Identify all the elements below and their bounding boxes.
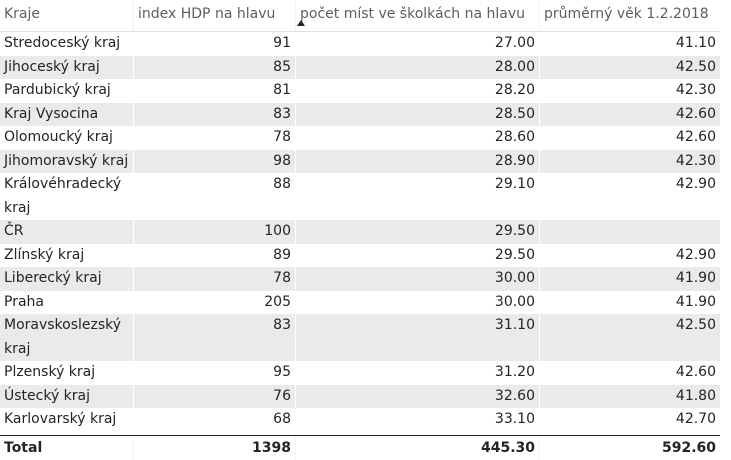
table-row[interactable]: ČR 100 29.50 <box>0 220 720 244</box>
cell-kraj: Stredoceský kraj <box>4 35 121 51</box>
cell-skolky: 29.50 <box>295 243 539 267</box>
cell-hdp: 100 <box>133 220 295 244</box>
cell-vek: 42.60 <box>539 126 720 150</box>
cell-kraj: Praha <box>4 293 44 310</box>
table-row[interactable]: Kraj Vysocina 83 28.50 42.60 <box>0 102 720 126</box>
table-row[interactable]: Královéhradecký kraj 88 29.10 42.90 <box>0 173 720 220</box>
cell-hdp: 78 <box>133 267 295 291</box>
cell-skolky: 30.00 <box>295 267 539 291</box>
table-row[interactable]: Moravskoslezský kraj 83 31.10 42.50 <box>0 314 720 361</box>
table-row[interactable]: Karlovarský kraj 68 33.10 42.70 <box>0 408 720 432</box>
cell-hdp: 85 <box>133 55 295 79</box>
table-row[interactable]: Jihoceský kraj 85 28.00 42.50 <box>0 55 720 79</box>
cell-skolky: 28.60 <box>295 126 539 150</box>
cell-vek: 42.30 <box>539 149 720 173</box>
cell-hdp: 78 <box>133 126 295 150</box>
cell-kraj: Plzenský kraj <box>4 364 96 380</box>
cell-skolky: 33.10 <box>295 408 539 432</box>
cell-vek: 42.30 <box>539 79 720 103</box>
column-header-skolky[interactable]: počet míst ve školkách na hlavu <box>295 0 539 31</box>
table-row[interactable]: Olomoucký kraj 78 28.60 42.60 <box>0 126 720 150</box>
cell-kraj: Kraj Vysocina <box>4 105 99 122</box>
table-row[interactable]: Pardubický kraj 81 28.20 42.30 <box>0 79 720 103</box>
cell-vek: 41.90 <box>539 290 720 314</box>
total-row: Total 1398 445.30 592.60 <box>0 434 720 460</box>
table-row[interactable]: Liberecký kraj 78 30.00 41.90 <box>0 267 720 291</box>
cell-hdp: 91 <box>133 32 295 56</box>
cell-kraj: ČR <box>4 223 24 239</box>
table-row[interactable]: Zlínský kraj 89 29.50 42.90 <box>0 243 720 267</box>
cell-kraj: Jihomoravský kraj <box>4 152 129 169</box>
cell-vek: 42.70 <box>539 408 720 432</box>
cell-skolky: 30.00 <box>295 290 539 314</box>
sort-ascending-icon <box>297 20 305 26</box>
table-row[interactable]: Jihomoravský kraj 98 28.90 42.30 <box>0 149 720 173</box>
cell-hdp: 68 <box>133 408 295 432</box>
cell-hdp: 83 <box>133 314 295 361</box>
cell-kraj: Královéhradecký kraj <box>4 176 122 216</box>
table-row[interactable]: Plzenský kraj 95 31.20 42.60 <box>0 361 720 385</box>
cell-kraj: Zlínský kraj <box>4 246 85 263</box>
column-header-vek[interactable]: průměrný věk 1.2.2018 <box>539 0 720 31</box>
total-hdp: 1398 <box>133 435 295 460</box>
cell-vek: 41.10 <box>539 32 720 56</box>
cell-skolky: 28.00 <box>295 55 539 79</box>
cell-hdp: 83 <box>133 102 295 126</box>
cell-kraj: Ústecký kraj <box>4 387 91 404</box>
column-header-hdp[interactable]: index HDP na hlavu <box>133 0 295 31</box>
cell-vek: 41.80 <box>539 384 720 408</box>
cell-vek: 42.60 <box>539 361 720 385</box>
cell-skolky: 29.50 <box>295 220 539 244</box>
cell-kraj: Pardubický kraj <box>4 82 111 98</box>
cell-vek: 41.90 <box>539 267 720 291</box>
cell-vek: 42.90 <box>539 173 720 220</box>
cell-hdp: 81 <box>133 79 295 103</box>
column-header-skolky-label: počet míst ve školkách na hlavu <box>300 6 526 22</box>
cell-hdp: 98 <box>133 149 295 173</box>
cell-kraj: Karlovarský kraj <box>4 411 117 427</box>
cell-kraj: Olomoucký kraj <box>4 129 113 145</box>
cell-skolky: 27.00 <box>295 32 539 56</box>
cell-vek: 42.60 <box>539 102 720 126</box>
cell-vek <box>539 220 720 244</box>
total-vek: 592.60 <box>539 435 720 460</box>
table-body: Stredoceský kraj 91 27.00 41.10 Jihoceský kr… <box>0 32 720 432</box>
cell-kraj: Liberecký kraj <box>4 270 102 286</box>
cell-skolky: 28.20 <box>295 79 539 103</box>
cell-skolky: 29.10 <box>295 173 539 220</box>
cell-hdp: 88 <box>133 173 295 220</box>
cell-skolky: 32.60 <box>295 384 539 408</box>
total-label: Total <box>4 439 43 456</box>
cell-skolky: 31.20 <box>295 361 539 385</box>
total-skolky: 445.30 <box>295 435 539 460</box>
table-header: Kraje index HDP na hlavu počet míst ve š… <box>0 0 720 32</box>
cell-skolky: 28.50 <box>295 102 539 126</box>
cell-hdp: 95 <box>133 361 295 385</box>
cell-hdp: 89 <box>133 243 295 267</box>
cell-kraj: Moravskoslezský kraj <box>4 317 122 357</box>
column-header-kraje[interactable]: Kraje <box>4 6 41 22</box>
cell-skolky: 28.90 <box>295 149 539 173</box>
cell-vek: 42.50 <box>539 55 720 79</box>
cell-hdp: 205 <box>133 290 295 314</box>
table-row[interactable]: Praha 205 30.00 41.90 <box>0 290 720 314</box>
cell-kraj: Jihoceský kraj <box>4 58 100 75</box>
cell-skolky: 31.10 <box>295 314 539 361</box>
cell-vek: 42.90 <box>539 243 720 267</box>
cell-hdp: 76 <box>133 384 295 408</box>
table-row[interactable]: Ústecký kraj 76 32.60 41.80 <box>0 384 720 408</box>
cell-vek: 42.50 <box>539 314 720 361</box>
table-row[interactable]: Stredoceský kraj 91 27.00 41.10 <box>0 32 720 56</box>
